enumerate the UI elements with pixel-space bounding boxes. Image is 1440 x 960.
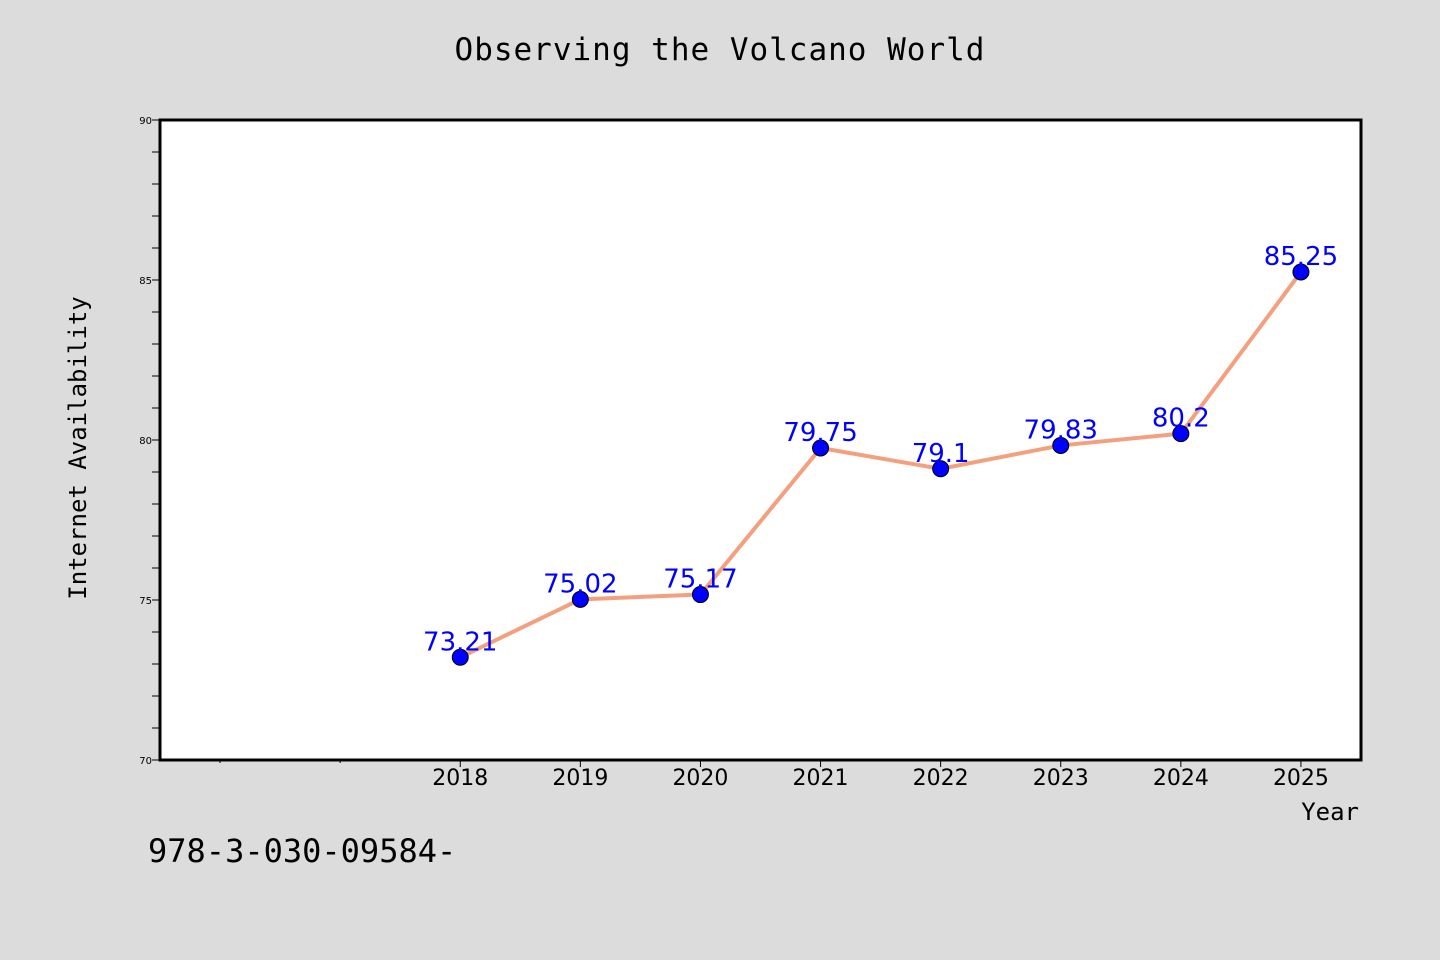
x-tick-label: 2020 [672,766,728,791]
chart-title: Observing the Volcano World [454,32,986,68]
data-point [691,586,709,604]
data-label: 85.25 [1264,242,1338,272]
data-label: 75.17 [663,565,737,595]
x-tick-label: 2018 [432,766,488,791]
y-axis: 70 75 80 85 90 [139,116,160,767]
x-tick-label: 2021 [793,766,849,791]
x-axis: 2018 2019 2020 2021 2022 2023 2024 2025 [219,760,1329,791]
data-label: 80.2 [1152,404,1210,434]
x-tick-label: 2025 [1273,766,1329,791]
x-tick-label: 2022 [913,766,969,791]
y-tick-label: 85 [139,276,152,287]
x-tick-label: 2024 [1153,766,1209,791]
y-tick-label: 80 [139,436,152,447]
series-line [458,270,1303,660]
plot-area [158,118,1363,762]
data-label: 73.21 [423,627,497,657]
y-tick-label: 90 [139,116,152,127]
data-point [1172,425,1190,443]
x-axis-label: Year [1301,798,1359,826]
y-tick-label: 70 [139,756,152,767]
data-point [451,648,469,666]
footer-isbn-text: 978-3-030-09584- [148,832,457,870]
data-point [571,590,589,608]
x-tick-label: 2023 [1033,766,1089,791]
data-label: 79.75 [783,418,857,448]
data-point [932,460,950,478]
y-tick-label: 75 [139,596,152,607]
data-label: 79.1 [912,439,970,469]
data-label: 79.83 [1024,415,1098,445]
data-label: 75.02 [543,569,617,599]
series-group: 73.21 75.02 75.17 79.75 79.1 79.83 80.2 85.25 [423,242,1338,666]
data-point [812,439,830,457]
data-point [1292,263,1310,281]
x-tick-label: 2019 [552,766,608,791]
data-point [1052,436,1070,454]
y-axis-label: Internet Availability [64,296,92,599]
